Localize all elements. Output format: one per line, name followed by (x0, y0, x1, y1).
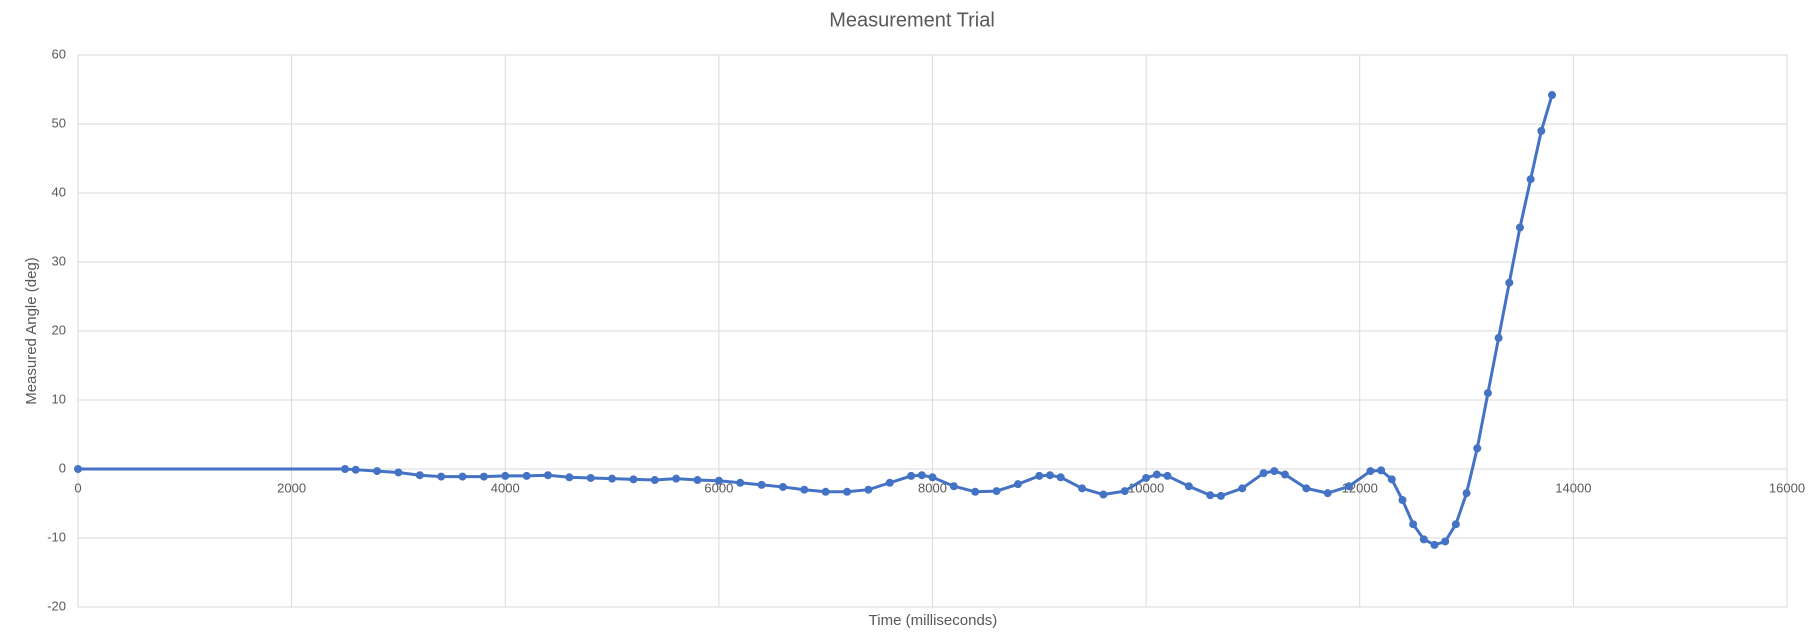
data-point (1430, 540, 1439, 549)
data-point (1323, 489, 1332, 498)
data-point (1419, 535, 1428, 544)
data-point (821, 487, 830, 496)
data-point (1142, 473, 1151, 482)
data-point (843, 487, 852, 496)
data-point (1035, 471, 1044, 480)
data-point (629, 475, 638, 484)
data-point (351, 465, 360, 474)
y-tick-label: -20 (47, 598, 66, 613)
data-point (565, 473, 574, 482)
x-tick-label: 16000 (1769, 480, 1805, 495)
x-tick-label: 6000 (704, 480, 733, 495)
data-point (693, 476, 702, 485)
data-point (1483, 389, 1492, 398)
data-point (1259, 469, 1268, 478)
data-point (1078, 484, 1087, 493)
data-point (501, 471, 510, 480)
data-point (1206, 491, 1215, 500)
data-point (949, 482, 958, 491)
data-point (341, 465, 350, 473)
data-point (917, 471, 926, 480)
data-point (1505, 278, 1514, 287)
x-tick-label: 8000 (918, 480, 947, 495)
data-point (1494, 333, 1503, 342)
data-point (778, 482, 787, 491)
chart-title: Measurement Trial (829, 9, 995, 31)
data-point (1013, 480, 1022, 489)
x-tick-label: 4000 (491, 480, 520, 495)
data-point (394, 468, 403, 477)
data-point (1409, 520, 1418, 529)
data-point (1099, 490, 1108, 499)
data-point (992, 487, 1001, 496)
data-point (1366, 467, 1375, 476)
data-point (522, 471, 531, 480)
data-point (864, 485, 873, 494)
data-point (971, 487, 980, 496)
y-tick-label: 30 (52, 253, 66, 268)
data-point (608, 474, 617, 483)
data-point (757, 480, 766, 489)
x-tick-label: 14000 (1555, 480, 1591, 495)
data-point (1473, 444, 1482, 453)
data-point (736, 478, 745, 487)
y-tick-label: 20 (52, 322, 66, 337)
data-point (1387, 475, 1396, 484)
data-point (437, 472, 446, 481)
data-point (885, 478, 894, 487)
data-point (458, 472, 467, 481)
data-point (1056, 473, 1065, 482)
data-point (928, 473, 937, 482)
data-point (1238, 484, 1247, 493)
data-point (1163, 471, 1172, 480)
series-line (78, 94, 1554, 547)
y-tick-label: 60 (52, 46, 66, 61)
data-point (1548, 91, 1557, 100)
y-tick-label: 0 (59, 460, 66, 475)
data-point (650, 476, 659, 485)
data-point (1216, 491, 1225, 500)
data-point (1526, 175, 1535, 184)
data-point (415, 471, 424, 480)
data-point (907, 471, 916, 480)
data-point (1537, 126, 1546, 135)
y-tick-label: 10 (52, 391, 66, 406)
data-point (1045, 471, 1054, 480)
data-point (479, 472, 488, 481)
data-point (1462, 489, 1471, 498)
data-point (1515, 223, 1524, 232)
y-axis-label: Measured Angle (deg) (23, 257, 40, 405)
data-point (586, 473, 595, 482)
data-point (1184, 482, 1193, 491)
data-point (1377, 466, 1386, 475)
data-point (1441, 537, 1450, 546)
data-point (1302, 484, 1311, 493)
data-point (543, 471, 552, 480)
y-tick-label: 40 (52, 184, 66, 199)
data-point (74, 465, 82, 473)
x-tick-label: 10000 (1128, 480, 1164, 495)
data-point (1280, 470, 1289, 479)
data-point (373, 467, 382, 476)
data-point (1152, 470, 1161, 479)
data-point (1398, 496, 1407, 505)
data-point (714, 476, 723, 485)
data-point (800, 485, 809, 494)
y-tick-label: 50 (52, 115, 66, 130)
x-tick-label: 0 (74, 480, 81, 495)
data-point (1451, 520, 1460, 529)
data-point (1345, 482, 1354, 491)
y-tick-label: -10 (47, 529, 66, 544)
x-axis-label: Time (milliseconds) (869, 612, 998, 629)
x-tick-label: 2000 (277, 480, 306, 495)
data-point (672, 474, 681, 483)
data-point (1120, 487, 1129, 496)
data-point (1270, 467, 1279, 476)
